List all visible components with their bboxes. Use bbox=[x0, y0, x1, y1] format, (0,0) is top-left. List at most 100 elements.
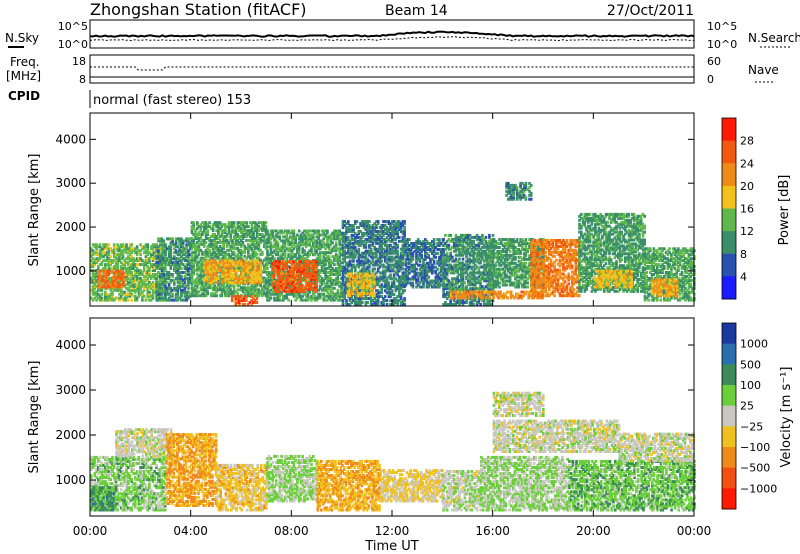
power-cell bbox=[215, 223, 218, 227]
power-cell bbox=[218, 221, 222, 225]
power-cell bbox=[203, 221, 206, 225]
power-cell bbox=[178, 259, 181, 263]
power-cell bbox=[174, 257, 178, 261]
power-cell bbox=[211, 244, 215, 248]
power-cell bbox=[201, 282, 204, 286]
power-cell bbox=[98, 296, 102, 300]
power-cell bbox=[236, 263, 240, 267]
power-cell bbox=[201, 280, 204, 284]
power-cell bbox=[283, 271, 287, 274]
power-cell bbox=[174, 243, 178, 247]
power-cell bbox=[326, 229, 329, 233]
power-cell bbox=[243, 272, 247, 276]
power-cell bbox=[222, 229, 225, 233]
power-cell bbox=[257, 242, 261, 246]
power-cell bbox=[144, 274, 148, 278]
power-cell bbox=[185, 251, 188, 255]
power-cell bbox=[173, 298, 176, 302]
power-cell bbox=[112, 288, 116, 292]
power-cell bbox=[252, 237, 255, 240]
power-cell bbox=[211, 248, 215, 252]
power-cell bbox=[196, 237, 199, 240]
power-cell bbox=[91, 292, 95, 296]
power-cell bbox=[252, 244, 255, 248]
power-cell bbox=[250, 231, 254, 235]
power-cell bbox=[232, 286, 236, 290]
power-cell bbox=[213, 265, 217, 269]
power-cell bbox=[176, 253, 180, 257]
power-cell bbox=[203, 279, 206, 283]
power-cell bbox=[261, 250, 264, 254]
power-cell bbox=[231, 273, 234, 277]
power-cell bbox=[162, 290, 165, 294]
power-cell bbox=[236, 240, 240, 244]
power-cell bbox=[176, 263, 180, 267]
power-cell bbox=[240, 221, 243, 225]
power-cell bbox=[224, 294, 227, 298]
power-cell bbox=[269, 292, 273, 296]
power-cell bbox=[146, 278, 149, 282]
power-cell bbox=[292, 231, 296, 235]
power-cell bbox=[224, 252, 227, 256]
power-cell bbox=[107, 243, 111, 247]
power-cell bbox=[227, 221, 231, 225]
power-cell bbox=[134, 249, 137, 253]
power-cell bbox=[226, 273, 229, 277]
power-cell bbox=[238, 284, 241, 288]
power-cell bbox=[241, 258, 245, 262]
power-cell bbox=[174, 239, 178, 243]
power-cell bbox=[257, 258, 261, 262]
power-cell bbox=[264, 240, 268, 244]
power-cell bbox=[180, 251, 183, 255]
power-cell bbox=[238, 297, 241, 301]
power-cell bbox=[282, 298, 285, 302]
power-cell bbox=[190, 268, 194, 272]
power-cell bbox=[215, 290, 218, 294]
power-cell bbox=[114, 247, 118, 251]
power-cell bbox=[104, 283, 108, 287]
power-cell bbox=[164, 255, 167, 259]
power-cell bbox=[134, 273, 137, 276]
power-cell bbox=[107, 251, 111, 255]
power-cell bbox=[267, 280, 271, 284]
power-cell bbox=[315, 287, 318, 291]
power-cell bbox=[269, 261, 273, 265]
power-cell bbox=[187, 296, 190, 300]
power-cell bbox=[160, 271, 164, 274]
power-cell bbox=[137, 257, 141, 261]
power-cell bbox=[236, 223, 240, 227]
power-cell bbox=[134, 290, 137, 294]
power-cell bbox=[102, 267, 105, 270]
power-cell bbox=[180, 237, 183, 241]
power-cell bbox=[373, 292, 376, 296]
power-cell bbox=[236, 284, 240, 288]
power-cell bbox=[174, 288, 178, 292]
power-cell bbox=[187, 269, 190, 272]
power-cell bbox=[225, 242, 229, 246]
power-cell bbox=[262, 235, 266, 238]
power-cell bbox=[166, 271, 169, 274]
power-cell bbox=[155, 282, 158, 286]
power-cell bbox=[181, 284, 185, 288]
power-cell bbox=[155, 247, 158, 251]
power-cell bbox=[104, 247, 107, 251]
power-cell bbox=[238, 281, 242, 285]
power-cell bbox=[243, 303, 246, 306]
power-cell bbox=[266, 237, 269, 241]
power-cell bbox=[178, 271, 181, 274]
power-cell bbox=[240, 261, 243, 265]
power-cell bbox=[231, 292, 234, 296]
power-cell bbox=[130, 251, 134, 255]
power-cell bbox=[213, 221, 217, 225]
power-cell bbox=[114, 259, 118, 263]
power-cell bbox=[178, 267, 181, 270]
power-cell bbox=[142, 261, 146, 265]
power-cell bbox=[155, 251, 158, 255]
power-cell bbox=[135, 247, 139, 251]
power-cell bbox=[240, 235, 243, 238]
power-cell bbox=[315, 260, 318, 264]
power-cell bbox=[164, 274, 167, 278]
power-cell bbox=[219, 261, 222, 265]
power-cell bbox=[290, 251, 294, 255]
power-cell bbox=[396, 243, 399, 247]
